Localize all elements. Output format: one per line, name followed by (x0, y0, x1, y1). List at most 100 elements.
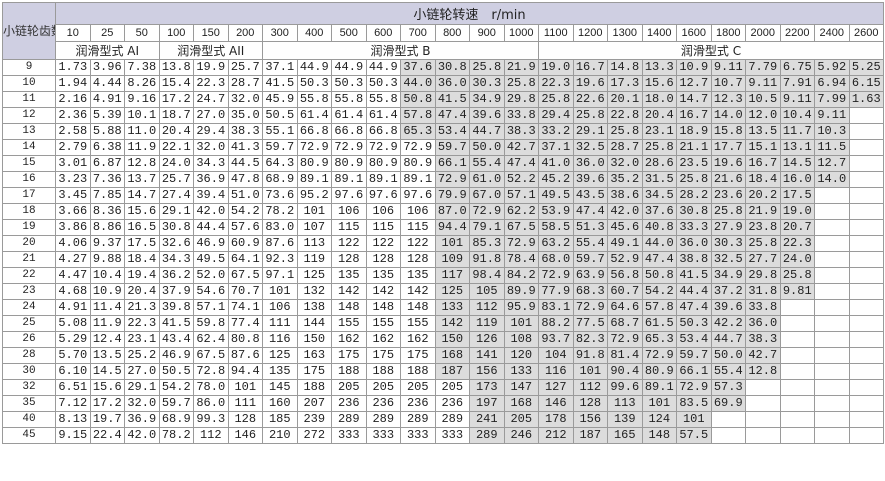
power-value-cell: 36.0 (676, 235, 712, 252)
power-value-cell: 81.4 (607, 347, 643, 364)
power-value-cell: 38.3 (745, 331, 781, 348)
power-value-cell: 101 (227, 379, 263, 396)
power-value-cell: 205 (503, 411, 539, 428)
power-value-cell: 52.9 (607, 251, 643, 268)
power-value-cell: 36.0 (434, 75, 470, 92)
power-value-cell: 11.5 (814, 139, 850, 156)
power-value-cell: 5.70 (55, 347, 91, 364)
power-value-cell: 29.4 (193, 123, 229, 140)
power-value-cell: 36.9 (193, 171, 229, 188)
power-value-cell: 36.0 (572, 155, 608, 172)
power-value-cell: 36.0 (745, 315, 781, 332)
power-value-cell: 6.94 (814, 75, 850, 92)
power-value-cell: 212 (538, 427, 574, 444)
power-value-cell: 38.3 (227, 123, 263, 140)
table-row: 22 4.47 10.4 19.4 36.2 52.0 67.5 97.1 125 135 135 1… (2, 267, 884, 284)
power-value-cell: 46.9 (193, 235, 229, 252)
table-row: 32 6.51 15.6 29.1 54.2 78.0 101 145 188 205 205 205… (2, 379, 884, 396)
power-value-cell: 72.9 (538, 267, 574, 284)
power-value-cell: 39.6 (469, 107, 505, 124)
power-value-cell: 9.11 (745, 75, 781, 92)
power-value-cell: 32.5 (710, 251, 746, 268)
table-row: 10 1.94 4.44 8.26 15.4 22.3 28.7 41.5 50.3 50.3 50… (2, 75, 884, 92)
power-value-cell: 41.3 (227, 139, 263, 156)
power-value-cell: 28.7 (607, 139, 643, 156)
speed-header-cell: 2600 (848, 24, 884, 42)
power-value-cell: 42.0 (193, 203, 229, 220)
power-value-cell: 106 (400, 203, 436, 220)
power-value-cell: 8.36 (89, 203, 125, 220)
power-value-cell: 188 (296, 379, 332, 396)
speed-header-cell: 1100 (538, 24, 574, 42)
power-value-cell: 44.0 (400, 75, 436, 92)
power-value-cell: 44.4 (193, 219, 229, 236)
power-value-cell (745, 411, 781, 428)
power-value-cell: 61.4 (365, 107, 401, 124)
teeth-count-cell: 18 (2, 203, 56, 220)
power-value-cell: 32.6 (158, 235, 194, 252)
power-value-cell: 135 (262, 363, 298, 380)
power-value-cell: 138 (296, 299, 332, 316)
power-value-cell: 97.6 (400, 187, 436, 204)
table-row: 9 1.73 3.96 7.38 13.8 19.9 25.7 37.1 44.9 44.9 44.… (2, 59, 884, 76)
power-value-cell: 78.0 (193, 379, 229, 396)
power-value-cell: 115 (365, 219, 401, 236)
speed-header-cell: 800 (434, 24, 470, 42)
power-value-cell (848, 251, 884, 268)
power-value-cell: 5.08 (55, 315, 91, 332)
power-value-cell: 25.8 (676, 171, 712, 188)
power-value-cell: 47.4 (676, 299, 712, 316)
power-value-cell: 25.8 (745, 235, 781, 252)
power-value-cell: 22.8 (607, 107, 643, 124)
power-value-cell: 65.3 (400, 123, 436, 140)
power-value-cell: 43.4 (158, 331, 194, 348)
power-value-cell: 4.47 (55, 267, 91, 284)
power-value-cell: 289 (400, 411, 436, 428)
power-value-cell: 12.7 (814, 155, 850, 172)
power-value-cell: 59.8 (193, 315, 229, 332)
power-value-cell: 18.4 (745, 171, 781, 188)
power-value-cell: 45.2 (538, 171, 574, 188)
power-value-cell (745, 379, 781, 396)
power-value-cell: 37.1 (262, 59, 298, 76)
power-value-cell: 41.5 (434, 91, 470, 108)
power-value-cell (848, 267, 884, 284)
power-value-cell: 77.4 (227, 315, 263, 332)
power-value-cell: 5.88 (89, 123, 125, 140)
power-value-cell: 23.6 (710, 187, 746, 204)
power-value-cell: 99.3 (193, 411, 229, 428)
teeth-count-cell: 12 (2, 107, 56, 124)
power-value-cell: 10.3 (814, 123, 850, 140)
power-value-cell: 51.0 (227, 187, 263, 204)
power-value-cell: 67.5 (227, 267, 263, 284)
power-value-cell: 289 (331, 411, 367, 428)
power-value-cell: 67.0 (469, 187, 505, 204)
power-value-cell: 34.5 (641, 187, 677, 204)
power-value-cell: 10.4 (779, 107, 815, 124)
power-value-cell: 188 (400, 363, 436, 380)
power-value-cell: 54.2 (641, 283, 677, 300)
teeth-column-header: 小链轮齿数 (2, 2, 56, 60)
power-value-cell (848, 299, 884, 316)
power-value-cell: 89.1 (331, 171, 367, 188)
power-value-cell: 22.3 (124, 315, 160, 332)
table-row: 28 5.70 13.5 25.2 46.9 67.5 87.6 125 163 175 175 17… (2, 347, 884, 364)
power-value-cell: 91.8 (469, 251, 505, 268)
power-value-cell: 5.25 (848, 59, 884, 76)
power-value-cell: 37.9 (158, 283, 194, 300)
table-body: 9 1.73 3.96 7.38 13.8 19.9 25.7 37.1 44.9 44.9 44.… (2, 59, 884, 444)
power-value-cell: 12.3 (710, 91, 746, 108)
power-value-cell (848, 347, 884, 364)
power-value-cell (779, 347, 815, 364)
power-value-cell: 36.9 (124, 411, 160, 428)
power-value-cell: 175 (331, 347, 367, 364)
power-value-cell: 16.7 (676, 107, 712, 124)
power-value-cell: 22.4 (89, 427, 125, 444)
power-value-cell (814, 187, 850, 204)
power-value-cell: 333 (331, 427, 367, 444)
power-value-cell: 113 (296, 235, 332, 252)
power-value-cell: 47.4 (434, 107, 470, 124)
power-value-cell: 4.44 (89, 75, 125, 92)
power-value-cell: 50.5 (262, 107, 298, 124)
power-value-cell: 104 (538, 347, 574, 364)
